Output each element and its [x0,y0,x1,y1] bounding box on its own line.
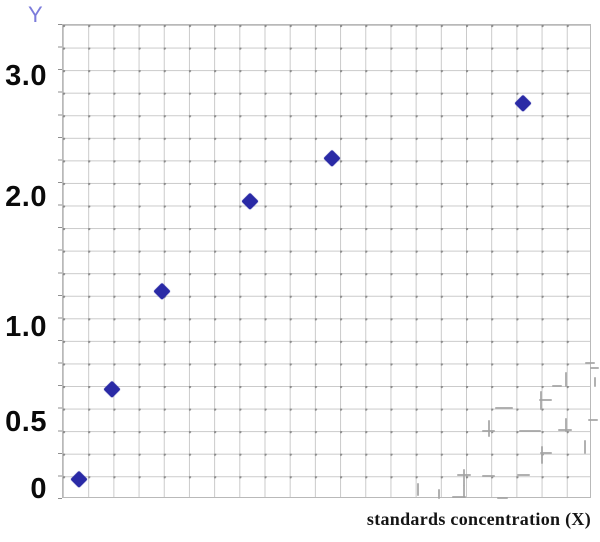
y-axis-title: Y [28,2,43,27]
y-axis-tick-label: 1.0 [5,310,47,343]
x-axis-title: standards concentration (X) [366,509,591,529]
y-axis-tick-label: 0 [30,472,47,505]
artifact-mark [590,367,599,369]
y-axis-tick-label: 2.0 [5,180,47,213]
y-axis-tick-label: 3.0 [5,59,47,92]
y-axis-tick-marks [58,24,62,500]
artifact-mark [594,377,596,387]
plot-area [62,24,591,498]
y-axis-tick-label: 0.5 [5,405,47,438]
